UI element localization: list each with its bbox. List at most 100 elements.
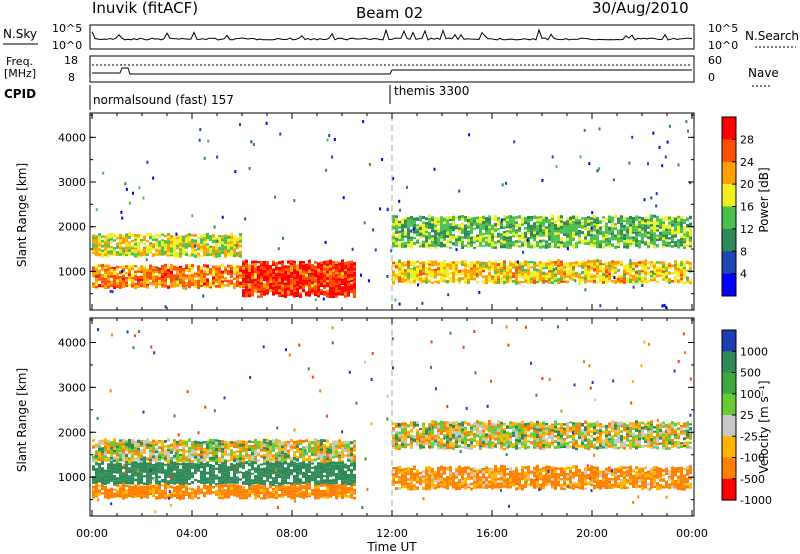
echo-cell [164,457,167,460]
echo-cell [104,469,107,473]
echo-cell [176,270,179,273]
echo-cell [344,264,347,267]
echo-cell [665,216,668,219]
echo-cell [185,494,188,496]
echo-cell [221,492,224,495]
echo-cell [581,241,584,245]
echo-cell [143,462,146,465]
echo-cell [410,222,413,225]
echo-cell [584,236,587,240]
echo-cell [617,242,620,247]
echo-cell [209,248,212,251]
echo-cell [296,267,299,271]
echo-cell [392,278,395,281]
echo-cell [590,229,593,232]
echo-cell [545,219,548,223]
echo-cell [110,451,113,455]
echo-cell [176,251,179,255]
echo-cell [266,466,269,470]
echo-cell [155,285,158,289]
echo-cell [395,237,398,240]
echo-cell [275,267,278,271]
echo-cell [590,219,593,222]
echo-cell [215,273,218,276]
echo-cell [149,466,152,470]
echo-cell [434,271,437,274]
echo-cell [482,280,485,284]
echo-cell [524,221,527,225]
echo-cell [281,443,284,446]
echo-cell [155,465,158,469]
echo-cell [650,261,653,264]
echo-cell [350,263,353,266]
echo-cell [473,261,476,265]
echo-cell [164,249,167,251]
echo-cell [134,468,137,472]
echo-cell [116,282,119,285]
echo-cell [566,228,569,232]
colorbar-segment [722,228,736,252]
echo-cell [581,239,584,242]
echo-cell [185,469,188,473]
echo-cell [335,464,338,467]
echo-cell [419,230,422,233]
echo-cell [257,488,260,492]
echo-cell [527,282,530,284]
echo-cell [182,496,185,500]
echo-cell [245,280,248,284]
echo-cell [233,248,236,252]
echo-cell [242,267,245,270]
echo-cell [227,469,230,472]
echo-cell [488,223,491,227]
echo-cell [233,254,236,258]
echo-cell [566,234,569,238]
echo-cell [278,289,281,292]
echo-cell [173,268,176,271]
echo-cell [227,490,230,494]
echo-cell [227,474,230,477]
echo-cell [188,267,191,271]
echo-cell [263,459,266,462]
echo-cell [512,274,515,279]
echo-cell [215,275,218,280]
echo-cell [149,441,152,445]
echo-cell [530,274,533,278]
echo-cell [323,446,326,450]
echo-cell [524,279,527,283]
echo-cell [200,441,203,445]
echo-cell [338,286,341,291]
echo-cell [161,246,164,250]
echo-cell [314,261,317,264]
echo-cell [233,270,236,273]
echo-cell [194,239,197,243]
echo-cell [461,240,464,244]
echo-cell [353,274,356,277]
echo-cell [599,232,602,235]
echo-cell [275,464,278,468]
echo-cell [305,483,308,487]
echo-cell [170,494,173,497]
echo-cell [434,227,437,230]
echo-cell [446,226,449,229]
echo-cell [401,221,404,224]
echo-cell [152,469,155,472]
echo-cell [107,450,110,454]
echo-cell [263,290,266,293]
echo-cell [152,280,155,283]
echo-cell [341,476,344,481]
echo-cell [461,263,464,266]
echo-cell [638,261,641,265]
echo-cell [293,468,296,473]
echo-cell [407,230,410,233]
echo-cell [506,226,509,229]
echo-cell [491,233,494,236]
echo-cell [617,220,620,224]
echo-cell [296,293,299,297]
echo-cell [437,262,440,266]
echo-cell [524,241,527,245]
echo-cell [350,265,353,269]
echo-cell [158,267,161,271]
echo-cell [98,276,101,279]
echo-cell [542,232,545,234]
echo-cell [221,475,224,479]
